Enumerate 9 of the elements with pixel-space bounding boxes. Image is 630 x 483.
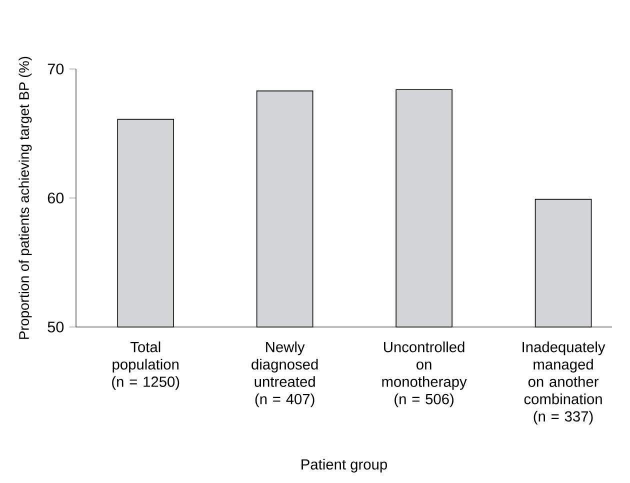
x-tick-label: Total population (n = 1250): [112, 341, 180, 390]
x-axis-title: Patient group: [302, 458, 387, 472]
x-tick-label: Uncontrolled on monotherapy (n = 506): [382, 341, 467, 408]
x-tick-label: Newly diagnosed untreated (n = 407): [252, 341, 318, 408]
y-tick-label: 50: [48, 322, 64, 332]
y-axis-title: Proportion of patients achieving target BP (%): [18, 56, 32, 339]
x-tick-label: Inadequately managed on another combination (n = 337): [522, 341, 606, 424]
y-tick-label: 60: [48, 192, 64, 204]
y-tick-label: 70: [48, 64, 64, 74]
